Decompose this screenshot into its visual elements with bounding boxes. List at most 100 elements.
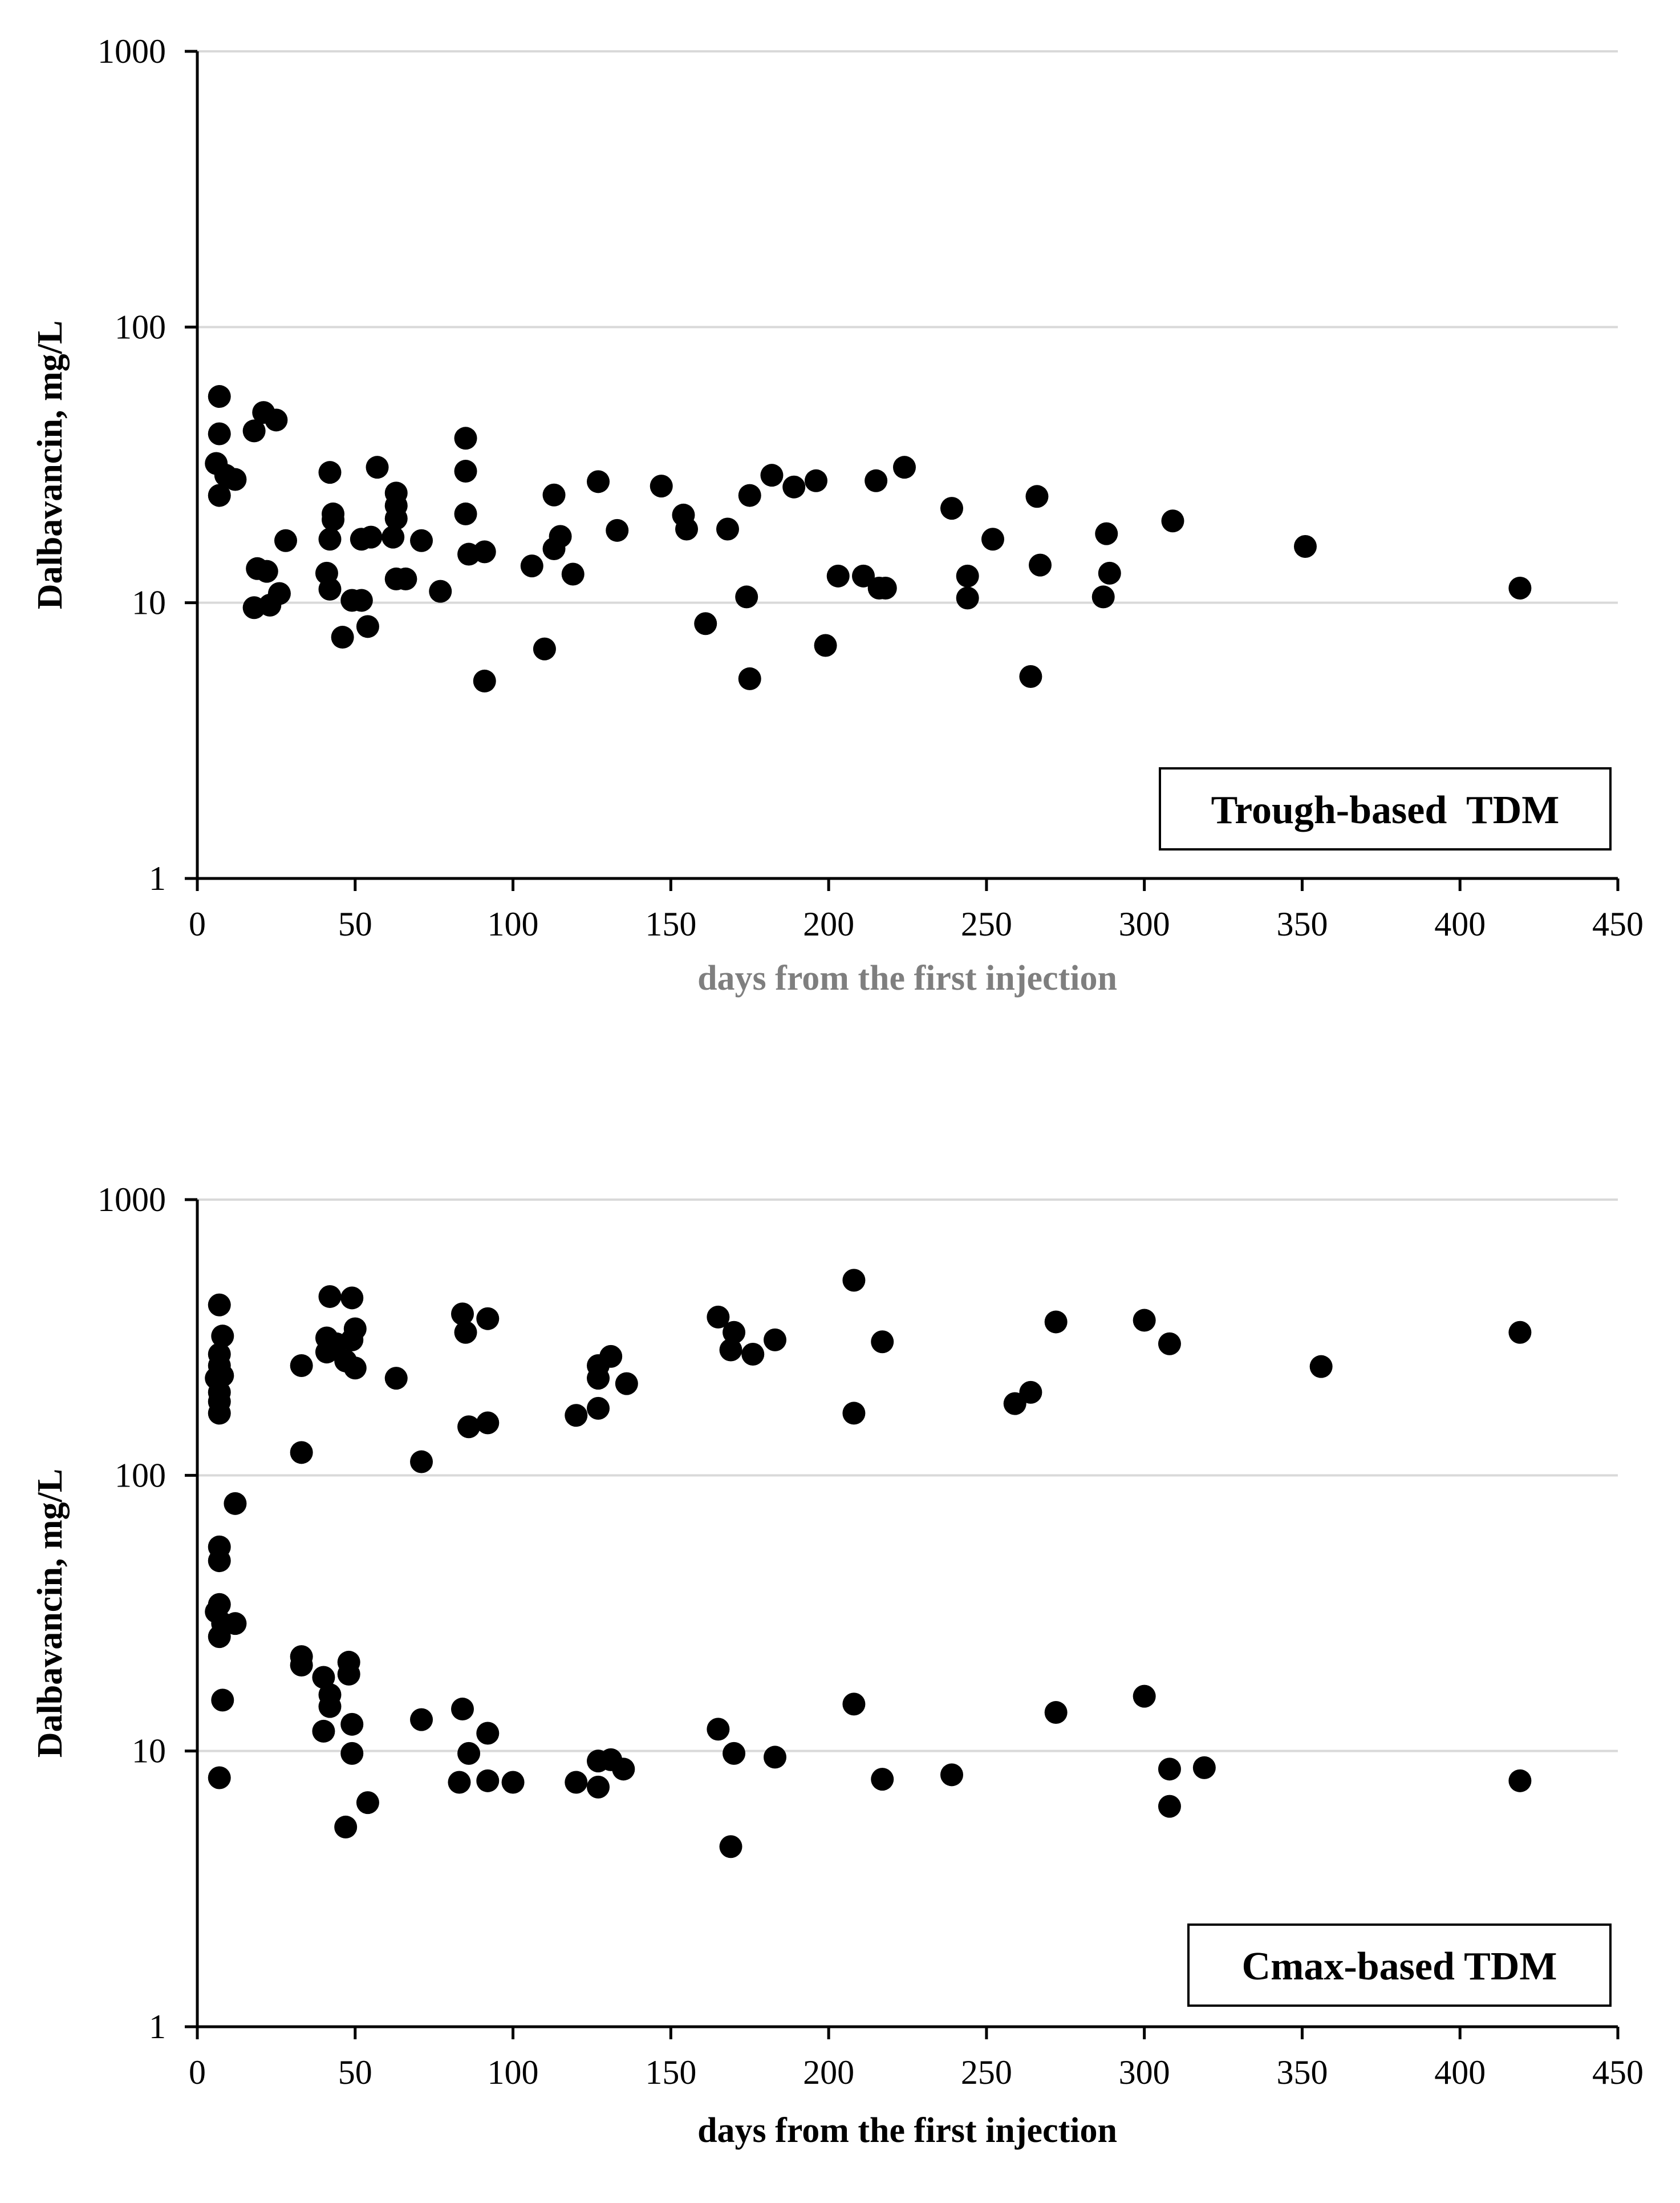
cmax-points	[205, 1269, 1532, 1858]
cmax-data-point	[1044, 1310, 1068, 1334]
cmax-data-point	[707, 1718, 730, 1741]
trough-y-tick-label: 100	[115, 308, 166, 346]
trough-data-point	[356, 615, 379, 638]
cmax-x-tick-label: 150	[645, 2054, 696, 2091]
trough-data-point	[782, 475, 806, 499]
cmax-data-point	[476, 1307, 500, 1330]
cmax-chart: 1 10 100 1000 0 50 100 150 200 250 300 350 400 450 D…	[31, 1181, 1644, 2150]
trough-data-point	[1091, 585, 1115, 609]
trough-data-point	[675, 517, 699, 541]
trough-legend-label: Trough-based TDM	[1211, 788, 1560, 832]
cmax-data-point	[457, 1415, 481, 1439]
trough-data-point	[865, 469, 888, 492]
trough-data-point	[940, 497, 963, 520]
trough-data-point	[1095, 522, 1118, 545]
cmax-data-point	[1133, 1684, 1156, 1708]
cmax-x-tick-label: 300	[1119, 2054, 1170, 2091]
cmax-gridlines	[197, 1198, 1618, 1752]
cmax-data-point	[208, 1293, 231, 1317]
trough-data-point	[322, 508, 345, 532]
trough-x-tick-label: 450	[1592, 905, 1644, 943]
trough-data-point	[454, 460, 477, 483]
trough-data-point	[208, 385, 231, 408]
trough-y-tick-label: 10	[132, 584, 166, 622]
trough-data-point	[394, 567, 417, 590]
trough-x-tick-label: 50	[338, 905, 372, 943]
cmax-data-point	[451, 1698, 474, 1721]
cmax-data-point	[1508, 1769, 1532, 1792]
trough-data-point	[549, 525, 572, 548]
trough-data-point	[255, 560, 278, 583]
cmax-data-point	[587, 1775, 610, 1799]
cmax-data-point	[1508, 1321, 1532, 1344]
cmax-data-point	[719, 1835, 742, 1858]
trough-x-tick-label: 250	[961, 905, 1012, 943]
cmax-data-point	[208, 1625, 231, 1649]
cmax-data-point	[476, 1722, 500, 1745]
trough-data-point	[650, 475, 673, 498]
cmax-data-point	[565, 1404, 588, 1427]
trough-x-tick-label: 150	[645, 905, 696, 943]
cmax-data-point	[318, 1285, 342, 1308]
cmax-x-tick-label: 100	[488, 2054, 539, 2091]
trough-data-point	[208, 422, 231, 446]
cmax-data-point	[842, 1692, 866, 1716]
cmax-data-point	[476, 1411, 500, 1435]
trough-data-point	[350, 589, 373, 612]
trough-data-point	[542, 483, 566, 507]
cmax-data-point	[384, 1367, 408, 1390]
trough-data-point	[242, 419, 266, 443]
cmax-x-tick-label: 450	[1592, 2054, 1644, 2091]
cmax-data-point	[723, 1321, 746, 1344]
trough-data-point	[454, 427, 477, 450]
cmax-data-point	[1019, 1380, 1042, 1404]
trough-data-point	[735, 585, 758, 609]
cmax-data-point	[612, 1757, 635, 1781]
trough-data-point	[814, 634, 837, 657]
cmax-data-point	[290, 1354, 313, 1377]
trough-data-point	[331, 626, 354, 649]
trough-data-point	[274, 529, 297, 552]
trough-data-point	[429, 580, 452, 603]
trough-data-point	[454, 502, 477, 525]
trough-data-point	[1508, 577, 1532, 600]
cmax-x-tick-label: 350	[1276, 2054, 1328, 2091]
cmax-data-point	[340, 1286, 364, 1310]
trough-data-point	[892, 456, 916, 479]
cmax-data-point	[224, 1612, 247, 1635]
cmax-y-axis-title: Dalbavancin, mg/L	[31, 1469, 70, 1757]
cmax-y-tick-label: 1	[149, 2008, 166, 2046]
cmax-data-point	[340, 1742, 364, 1765]
cmax-data-point	[1158, 1795, 1181, 1818]
trough-x-tick-label: 350	[1276, 905, 1328, 943]
trough-y-ticks: 1 10 100 1000	[98, 33, 197, 897]
cmax-data-point	[587, 1396, 610, 1420]
cmax-data-point	[318, 1695, 342, 1718]
trough-data-point	[1025, 485, 1049, 508]
cmax-data-point	[410, 1450, 433, 1473]
cmax-data-point	[208, 1402, 231, 1425]
trough-x-tick-label: 200	[803, 905, 854, 943]
trough-data-point	[874, 577, 897, 600]
trough-data-point	[852, 564, 875, 588]
cmax-data-point	[1133, 1309, 1156, 1332]
trough-data-point	[520, 554, 543, 578]
trough-data-point	[318, 577, 342, 601]
trough-data-point	[606, 519, 629, 542]
cmax-legend-box: Cmax-based TDM	[1187, 1923, 1612, 2007]
trough-data-point	[410, 529, 433, 552]
trough-data-point	[318, 461, 342, 484]
trough-chart: 1 10 100 1000 0 50 100 150 200 250 300 350 400 450 D…	[31, 33, 1644, 998]
cmax-y-tick-label: 100	[115, 1456, 166, 1494]
trough-data-point	[738, 667, 761, 690]
trough-points	[205, 385, 1532, 693]
cmax-x-ticks: 0 50 100 150 200 250 300 350 400 450	[189, 2027, 1644, 2091]
cmax-y-tick-label: 1000	[98, 1181, 166, 1218]
cmax-data-point	[476, 1769, 500, 1792]
trough-data-point	[561, 562, 585, 586]
trough-data-point	[981, 528, 1004, 551]
trough-data-point	[359, 525, 383, 549]
cmax-data-point	[312, 1666, 335, 1689]
cmax-data-point	[615, 1372, 638, 1395]
